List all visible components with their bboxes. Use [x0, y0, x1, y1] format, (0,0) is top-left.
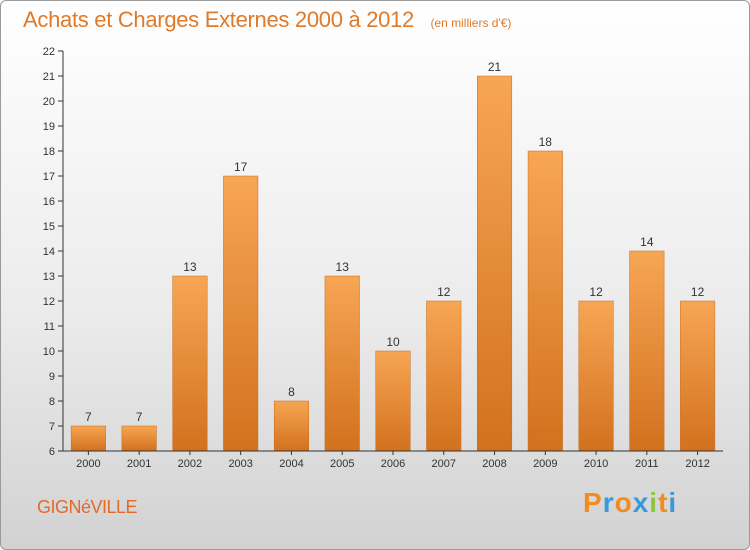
y-tick-label: 6 — [49, 446, 55, 458]
bar-2004 — [273, 400, 309, 452]
y-tick-label: 14 — [43, 246, 55, 258]
x-tick-label-2002: 2002 — [178, 458, 202, 470]
place-name: GIGNéVILLE — [37, 497, 138, 517]
bar-2010 — [578, 300, 614, 452]
logo-letter: t — [658, 487, 669, 518]
logo-letter: x — [632, 487, 650, 518]
x-tick-label-2001: 2001 — [127, 458, 151, 470]
bar-2009 — [527, 150, 563, 452]
y-tick-label: 19 — [43, 121, 55, 133]
data-label-2004: 8 — [288, 385, 295, 399]
x-tick-label-2007: 2007 — [432, 458, 456, 470]
y-tick-label: 10 — [43, 346, 55, 358]
bar-2003 — [223, 175, 259, 452]
y-tick-label: 7 — [49, 421, 55, 433]
y-tick-label: 16 — [43, 196, 55, 208]
y-tick-label: 12 — [43, 296, 55, 308]
x-tick-label-2005: 2005 — [330, 458, 354, 470]
logo-letter: o — [614, 487, 633, 518]
data-label-2007: 12 — [437, 285, 451, 299]
x-tick-label-2003: 2003 — [228, 458, 252, 470]
logo-letter: r — [602, 487, 615, 518]
y-tick-label: 11 — [44, 321, 55, 333]
bar-2007 — [426, 300, 462, 452]
chart-unit: (en milliers d'€) — [430, 16, 512, 30]
proxiti-logo[interactable]: Proxiti — [583, 487, 677, 519]
x-tick-label-2004: 2004 — [279, 458, 303, 470]
bar-2006 — [375, 350, 411, 452]
title-block: Achats et Charges Externes 2000 à 2012 (… — [23, 7, 511, 33]
data-label-2001: 7 — [136, 410, 143, 424]
bar-2000 — [70, 425, 106, 452]
data-label-2002: 13 — [183, 260, 197, 274]
bar-2011 — [629, 250, 665, 452]
bar-2012 — [680, 300, 716, 452]
y-tick-label: 20 — [43, 96, 55, 108]
y-tick-label: 13 — [43, 271, 55, 283]
x-tick-label-2000: 2000 — [76, 458, 100, 470]
y-tick-label: 15 — [43, 221, 55, 233]
data-label-2000: 7 — [85, 410, 92, 424]
x-tick-label-2012: 2012 — [685, 458, 709, 470]
y-tick-label: 18 — [43, 146, 55, 158]
chart-title: Achats et Charges Externes 2000 à 2012 — [23, 7, 414, 32]
data-label-2005: 13 — [336, 260, 350, 274]
y-tick-label: 22 — [43, 46, 55, 58]
x-tick-label-2009: 2009 — [533, 458, 557, 470]
logo-letter: i — [649, 487, 659, 518]
data-label-2003: 17 — [234, 160, 248, 174]
bar-2001 — [121, 425, 157, 452]
y-tick-label: 8 — [49, 396, 55, 408]
bar-2002 — [172, 275, 208, 452]
y-tick-label: 21 — [43, 71, 55, 83]
data-label-2011: 14 — [640, 235, 654, 249]
x-tick-label-2006: 2006 — [381, 458, 405, 470]
data-label-2010: 12 — [589, 285, 603, 299]
x-tick-label-2010: 2010 — [584, 458, 608, 470]
data-label-2006: 10 — [386, 335, 400, 349]
data-label-2008: 21 — [488, 60, 502, 74]
data-label-2009: 18 — [539, 135, 553, 149]
bar-2005 — [324, 275, 360, 452]
logo-letter: P — [583, 487, 603, 518]
data-label-2012: 12 — [691, 285, 705, 299]
x-tick-label-2008: 2008 — [482, 458, 506, 470]
x-tick-label-2011: 2011 — [635, 458, 659, 470]
logo-letter: i — [668, 487, 678, 518]
y-tick-label: 9 — [49, 371, 55, 383]
y-tick-label: 17 — [43, 171, 55, 183]
bar-2008 — [477, 75, 513, 452]
